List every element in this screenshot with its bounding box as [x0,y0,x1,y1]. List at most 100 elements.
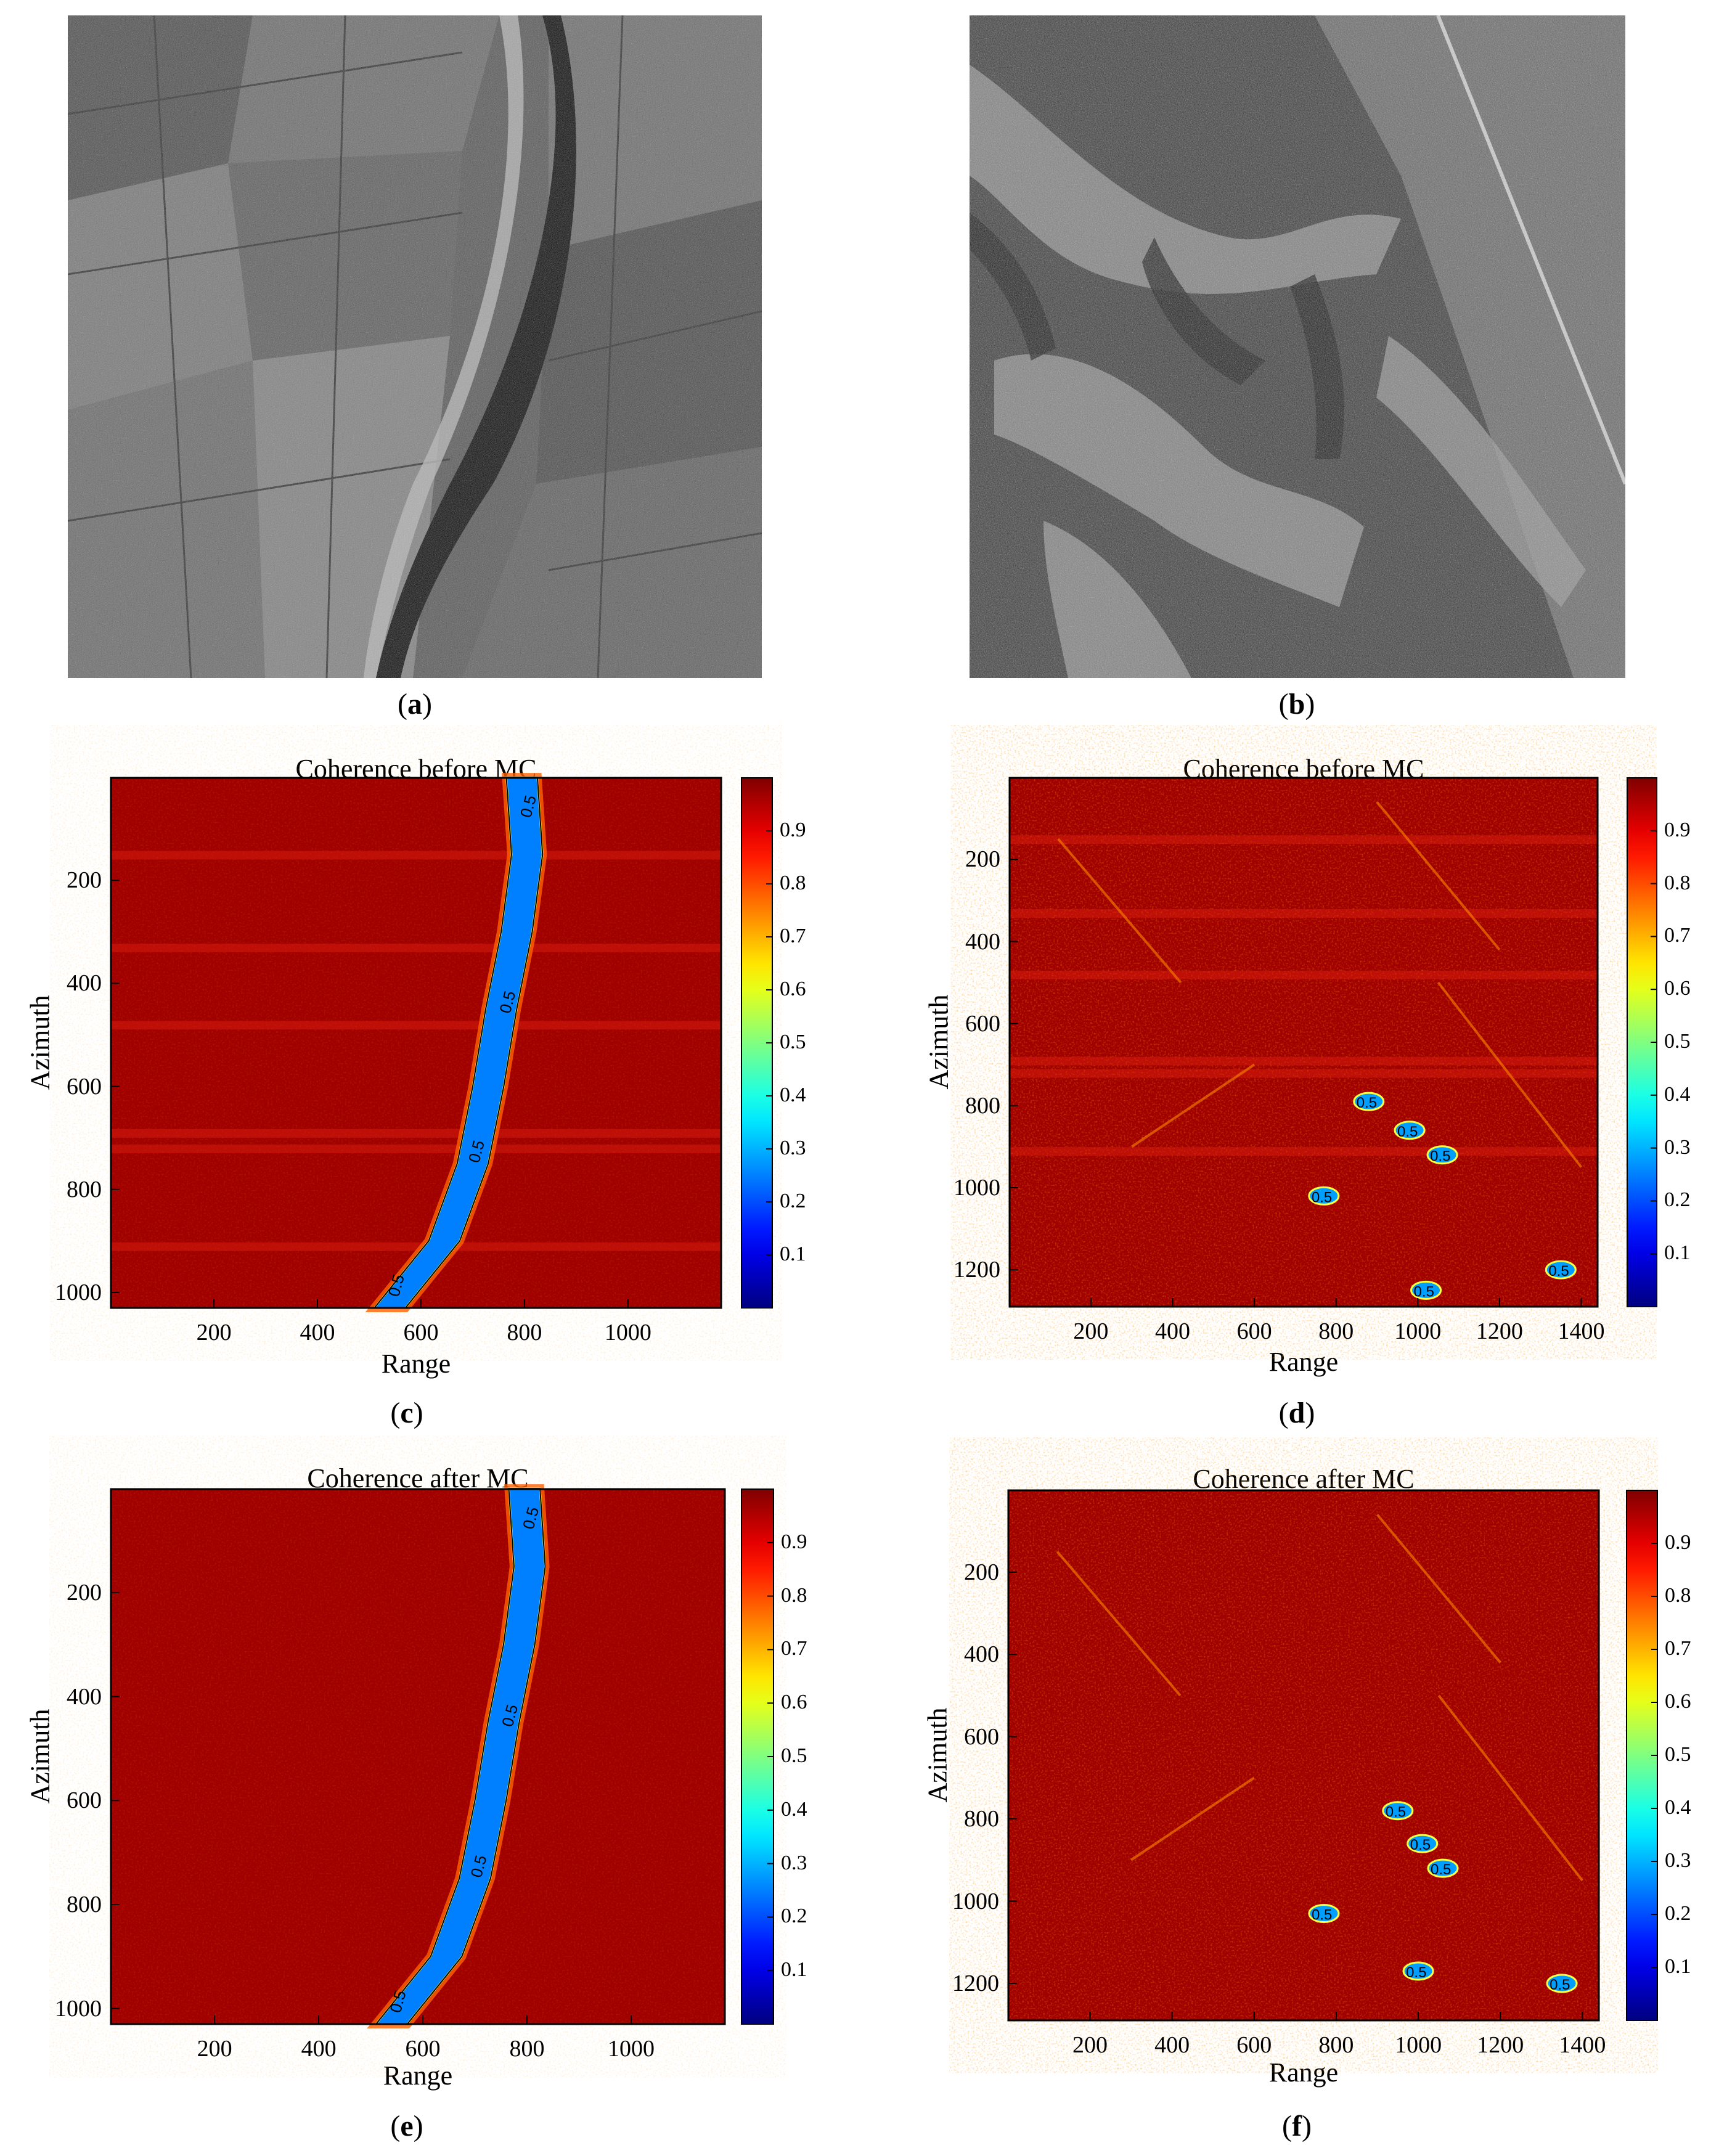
colorbar-tick-f-7: 0.8 [1665,1584,1691,1607]
x-tick-d-5: 1200 [1476,1318,1523,1344]
x-tick-c-2: 600 [403,1320,439,1345]
contour-label-f-1: 0.5 [1410,1837,1431,1853]
artefact-stripe-c-3 [111,1129,721,1138]
contour-label-d-1: 0.5 [1397,1124,1418,1140]
y-tick-c-4: 1000 [55,1279,102,1305]
x-tick-c-4: 1000 [604,1320,651,1345]
x-axis-label-f: Range [1268,2057,1339,2088]
y-tick-c-3: 800 [67,1176,102,1203]
contour-label-f-0: 0.5 [1386,1804,1406,1821]
colorbar-c [741,777,773,1309]
colorbar-tick-d-7: 0.8 [1664,871,1691,894]
colorbar-f [1626,1490,1658,2021]
low-coherence-patch-f-0 [1382,1801,1414,1821]
colorbar-tick-c-2: 0.3 [780,1137,806,1159]
bright-feature-d-2 [1131,1063,1256,1148]
y-tick-d-1: 400 [965,928,1000,955]
heatmap-e: 0.50.50.50.5 [110,1484,726,2028]
x-tick-c-1: 400 [300,1320,335,1345]
caption-d: (d) [1278,1397,1315,1429]
sar-image-b-drawing [970,15,1625,678]
x-tick-e-4: 1000 [607,2036,655,2062]
x-tick-e-3: 800 [509,2036,545,2062]
caption-e: (e) [390,2110,423,2142]
colorbar-tick-c-8: 0.9 [780,819,806,841]
plot-frame-d [1008,777,1599,1308]
y-tick-d-5: 1200 [954,1257,1000,1283]
x-tick-f-6: 1400 [1559,2032,1606,2058]
low-coherence-patch-f-4 [1546,1974,1578,1993]
bright-feature-f-3 [1437,1694,1583,1882]
x-axis-label-c: Range [381,1349,451,1379]
bright-feature-d-1 [1376,801,1501,951]
colorbar-tick-e-5: 0.6 [781,1691,807,1714]
colorbar-tick-e-3: 0.4 [781,1797,807,1821]
heatmap-f: 0.50.50.50.50.50.5 [1007,1489,1600,2022]
colorbar-tick-d-8: 0.9 [1664,818,1691,841]
x-tick-c-0: 200 [196,1320,232,1345]
plot-frame-c [110,777,722,1309]
x-tick-e-1: 400 [301,2036,337,2062]
colorbar-tick-d-6: 0.7 [1664,924,1691,947]
x-tick-f-4: 1000 [1395,2032,1442,2058]
colorbar-tick-f-5: 0.6 [1665,1690,1691,1713]
low-coherence-patch-f-5 [1308,1904,1340,1924]
y-axis-label-f: Azimuth [922,1707,953,1803]
colorbar-tick-d-3: 0.4 [1664,1082,1691,1106]
colorbar-tick-f-6: 0.7 [1665,1637,1691,1660]
colorbar-tick-c-5: 0.6 [780,978,806,1000]
x-tick-f-0: 200 [1072,2032,1108,2058]
caption-a: (a) [398,688,432,721]
y-tick-c-2: 600 [67,1073,102,1100]
colorbar-tick-d-1: 0.2 [1664,1188,1691,1212]
plot-frame-f [1007,1489,1600,2022]
x-tick-d-6: 1400 [1558,1318,1605,1344]
colorbar-tick-e-6: 0.7 [781,1637,807,1660]
caption-b: (b) [1278,688,1315,721]
colorbar-tick-c-3: 0.4 [780,1084,806,1106]
heatmap-d: 0.5 0.5 0.5 0.5 0.5 0.5 [1008,777,1599,1308]
y-tick-e-2: 600 [67,1787,102,1814]
colorbar-tick-e-1: 0.2 [781,1905,807,1928]
artefact-stripe-d-5 [1010,1147,1598,1156]
sar-image-b [970,15,1625,678]
heatmap-texture-d [1010,778,1598,1307]
low-coherence-patch-d-0 [1353,1092,1385,1111]
bright-feature-f-2 [1130,1776,1255,1861]
artefact-stripe-c-1 [111,943,721,952]
contour-label-f-3: 0.5 [1406,1964,1426,1981]
low-coherence-patch-f-2 [1427,1858,1459,1878]
heatmap-c: 0.50.50.50.5 [110,773,722,1312]
contour-label-d-0: 0.5 [1357,1095,1377,1111]
colorbar-tick-e-2: 0.3 [781,1851,807,1874]
colorbar-d [1627,777,1657,1307]
colorbar-tick-e-7: 0.8 [781,1583,807,1607]
colorbar-tick-e-0: 0.1 [781,1958,807,1982]
heatmap-texture-c [111,778,721,1308]
x-tick-f-2: 600 [1236,2032,1272,2058]
x-tick-c-3: 800 [507,1320,542,1345]
artefact-stripe-d-4 [1010,1069,1598,1078]
contour-label-f-5: 0.5 [1312,1907,1332,1924]
colorbar-tick-d-4: 0.5 [1664,1030,1691,1053]
y-tick-e-1: 400 [67,1683,102,1710]
y-tick-e-3: 800 [67,1891,102,1917]
colorbar-tick-d-5: 0.6 [1664,977,1691,1000]
y-axis-label-d: Azimuth [923,994,954,1090]
y-tick-d-2: 600 [965,1010,1000,1037]
y-tick-f-0: 200 [964,1559,999,1585]
x-tick-e-0: 200 [197,2036,232,2062]
chart-title-f: Coherence after MC [1193,1464,1415,1494]
low-coherence-patch-f-3 [1402,1961,1434,1981]
artefact-stripe-c-5 [111,1242,721,1251]
y-tick-c-1: 400 [67,970,102,997]
sar-image-a-drawing [68,15,762,678]
artefact-stripe-c-0 [111,851,721,860]
bright-feature-f-1 [1376,1514,1501,1664]
y-tick-e-0: 200 [67,1579,102,1606]
bright-feature-f-0 [1056,1551,1182,1697]
contour-label-d-2: 0.5 [1430,1148,1450,1165]
contour-label-d-3: 0.5 [1414,1283,1434,1300]
colorbar-tick-c-1: 0.2 [780,1190,806,1212]
x-tick-d-4: 1000 [1394,1318,1442,1344]
